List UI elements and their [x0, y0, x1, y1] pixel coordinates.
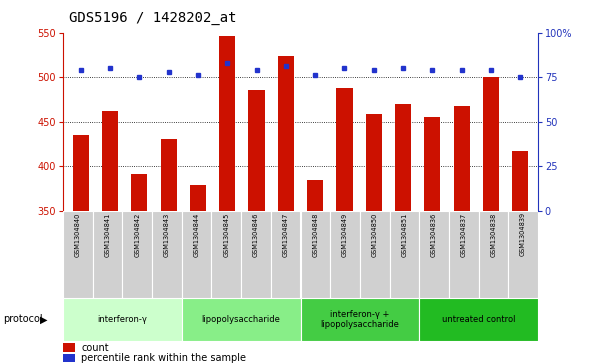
Text: interferon-γ: interferon-γ: [97, 315, 147, 324]
Bar: [271, 211, 300, 298]
Bar: [219, 36, 235, 363]
Bar: [152, 211, 182, 298]
Text: GSM1304840: GSM1304840: [75, 212, 81, 257]
Bar: [63, 354, 75, 362]
Bar: [478, 211, 508, 298]
Bar: [300, 298, 419, 341]
Bar: [123, 211, 152, 298]
Text: GSM1304837: GSM1304837: [461, 212, 467, 257]
Text: GSM1304836: GSM1304836: [431, 212, 437, 257]
Bar: [63, 343, 75, 352]
Text: GSM1304843: GSM1304843: [164, 212, 170, 257]
Bar: [389, 211, 419, 298]
Bar: [63, 298, 182, 341]
Bar: [360, 211, 389, 298]
Bar: [300, 211, 330, 298]
Bar: [366, 114, 382, 363]
Text: GSM1304847: GSM1304847: [282, 212, 288, 257]
Text: GDS5196 / 1428202_at: GDS5196 / 1428202_at: [69, 11, 237, 25]
Text: GSM1304844: GSM1304844: [194, 212, 200, 257]
Bar: [449, 211, 478, 298]
Bar: [330, 211, 360, 298]
Bar: [307, 180, 323, 363]
Text: ▶: ▶: [40, 314, 47, 325]
Bar: [182, 211, 212, 298]
Bar: [483, 77, 499, 363]
Text: untreated control: untreated control: [442, 315, 515, 324]
Bar: [160, 139, 177, 363]
Bar: [241, 211, 271, 298]
Text: GSM1304851: GSM1304851: [401, 212, 407, 257]
Bar: [73, 135, 89, 363]
Bar: [248, 90, 264, 363]
Text: interferon-γ +
lipopolysaccharide: interferon-γ + lipopolysaccharide: [320, 310, 399, 329]
Bar: [419, 298, 538, 341]
Text: GSM1304839: GSM1304839: [520, 212, 526, 256]
Bar: [131, 174, 147, 363]
Bar: [93, 211, 123, 298]
Text: GSM1304849: GSM1304849: [342, 212, 348, 257]
Text: protocol: protocol: [3, 314, 43, 325]
Text: GSM1304846: GSM1304846: [253, 212, 259, 257]
Bar: [512, 151, 528, 363]
Bar: [424, 117, 441, 363]
Text: GSM1304842: GSM1304842: [134, 212, 140, 257]
Bar: [212, 211, 241, 298]
Text: lipopolysaccharide: lipopolysaccharide: [202, 315, 281, 324]
Bar: [419, 211, 449, 298]
Text: GSM1304850: GSM1304850: [371, 212, 377, 257]
Text: percentile rank within the sample: percentile rank within the sample: [81, 353, 246, 363]
Bar: [508, 211, 538, 298]
Text: GSM1304841: GSM1304841: [105, 212, 111, 257]
Bar: [278, 56, 294, 363]
Bar: [454, 106, 470, 363]
Text: GSM1304848: GSM1304848: [313, 212, 319, 257]
Text: count: count: [81, 343, 109, 352]
Bar: [63, 211, 93, 298]
Text: GSM1304838: GSM1304838: [490, 212, 496, 257]
Bar: [337, 88, 353, 363]
Bar: [102, 111, 118, 363]
Bar: [190, 185, 206, 363]
Bar: [395, 104, 411, 363]
Bar: [182, 298, 300, 341]
Text: GSM1304845: GSM1304845: [224, 212, 230, 257]
